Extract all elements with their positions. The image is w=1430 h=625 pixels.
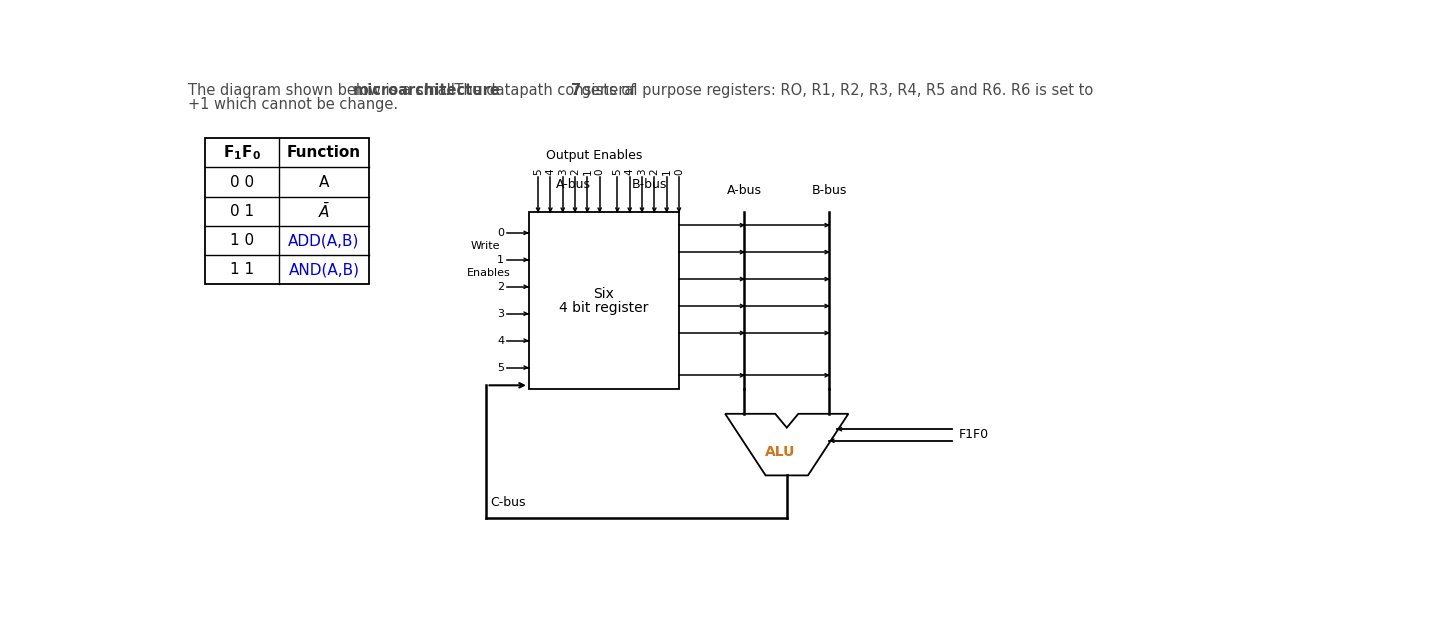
Text: 0: 0 bbox=[595, 169, 605, 175]
Text: 5: 5 bbox=[498, 362, 505, 372]
Text: A: A bbox=[319, 174, 329, 189]
Text: 0 0: 0 0 bbox=[230, 174, 255, 189]
Text: microarchitecture: microarchitecture bbox=[353, 82, 500, 98]
Text: 1: 1 bbox=[662, 169, 672, 175]
Text: 5: 5 bbox=[612, 169, 622, 175]
Text: 1 1: 1 1 bbox=[230, 262, 255, 278]
Text: $\bar{A}$: $\bar{A}$ bbox=[317, 202, 330, 221]
Text: 4: 4 bbox=[498, 336, 505, 346]
Text: 4: 4 bbox=[545, 169, 555, 175]
Text: 1: 1 bbox=[582, 169, 592, 175]
Text: Six: Six bbox=[593, 288, 615, 301]
Text: AND(A,B): AND(A,B) bbox=[289, 262, 359, 278]
Text: Output Enables: Output Enables bbox=[546, 149, 642, 162]
Text: 0: 0 bbox=[674, 169, 684, 175]
Text: general purpose registers: RO, R1, R2, R3, R4, R5 and R6. R6 is set to: general purpose registers: RO, R1, R2, R… bbox=[576, 82, 1093, 98]
Text: The diagram shown below is a small: The diagram shown below is a small bbox=[189, 82, 460, 98]
Text: Function: Function bbox=[287, 145, 360, 160]
Text: 3: 3 bbox=[636, 169, 646, 175]
Text: 0: 0 bbox=[498, 228, 505, 238]
Text: C-bus: C-bus bbox=[490, 496, 526, 509]
Text: 3: 3 bbox=[498, 309, 505, 319]
Text: 0 1: 0 1 bbox=[230, 204, 255, 219]
Text: 4: 4 bbox=[625, 169, 635, 175]
Text: F1F0: F1F0 bbox=[958, 429, 988, 441]
Text: 2: 2 bbox=[649, 169, 659, 175]
Text: 3: 3 bbox=[558, 169, 568, 175]
Polygon shape bbox=[725, 414, 848, 476]
Text: 1: 1 bbox=[498, 255, 505, 265]
Text: A-bus: A-bus bbox=[556, 178, 591, 191]
Text: 4 bit register: 4 bit register bbox=[559, 301, 649, 315]
Bar bbox=[206, 138, 369, 284]
Text: Write: Write bbox=[470, 241, 500, 251]
Text: ADD(A,B): ADD(A,B) bbox=[289, 233, 360, 248]
Text: 5: 5 bbox=[533, 169, 543, 175]
Text: $\mathbf{F_1F_0}$: $\mathbf{F_1F_0}$ bbox=[223, 143, 260, 162]
Text: B-bus: B-bus bbox=[811, 184, 847, 197]
Text: 7: 7 bbox=[572, 82, 582, 98]
Text: Enables: Enables bbox=[468, 268, 511, 278]
Text: . The datapath consists of: . The datapath consists of bbox=[445, 82, 639, 98]
Bar bbox=[529, 212, 679, 389]
Text: B-bus: B-bus bbox=[632, 178, 668, 191]
Text: A-bus: A-bus bbox=[726, 184, 762, 197]
Text: 2: 2 bbox=[571, 169, 581, 175]
Text: +1 which cannot be change.: +1 which cannot be change. bbox=[189, 96, 399, 111]
Text: 2: 2 bbox=[498, 282, 505, 292]
Text: ALU: ALU bbox=[765, 445, 797, 459]
Text: 1 0: 1 0 bbox=[230, 233, 255, 248]
